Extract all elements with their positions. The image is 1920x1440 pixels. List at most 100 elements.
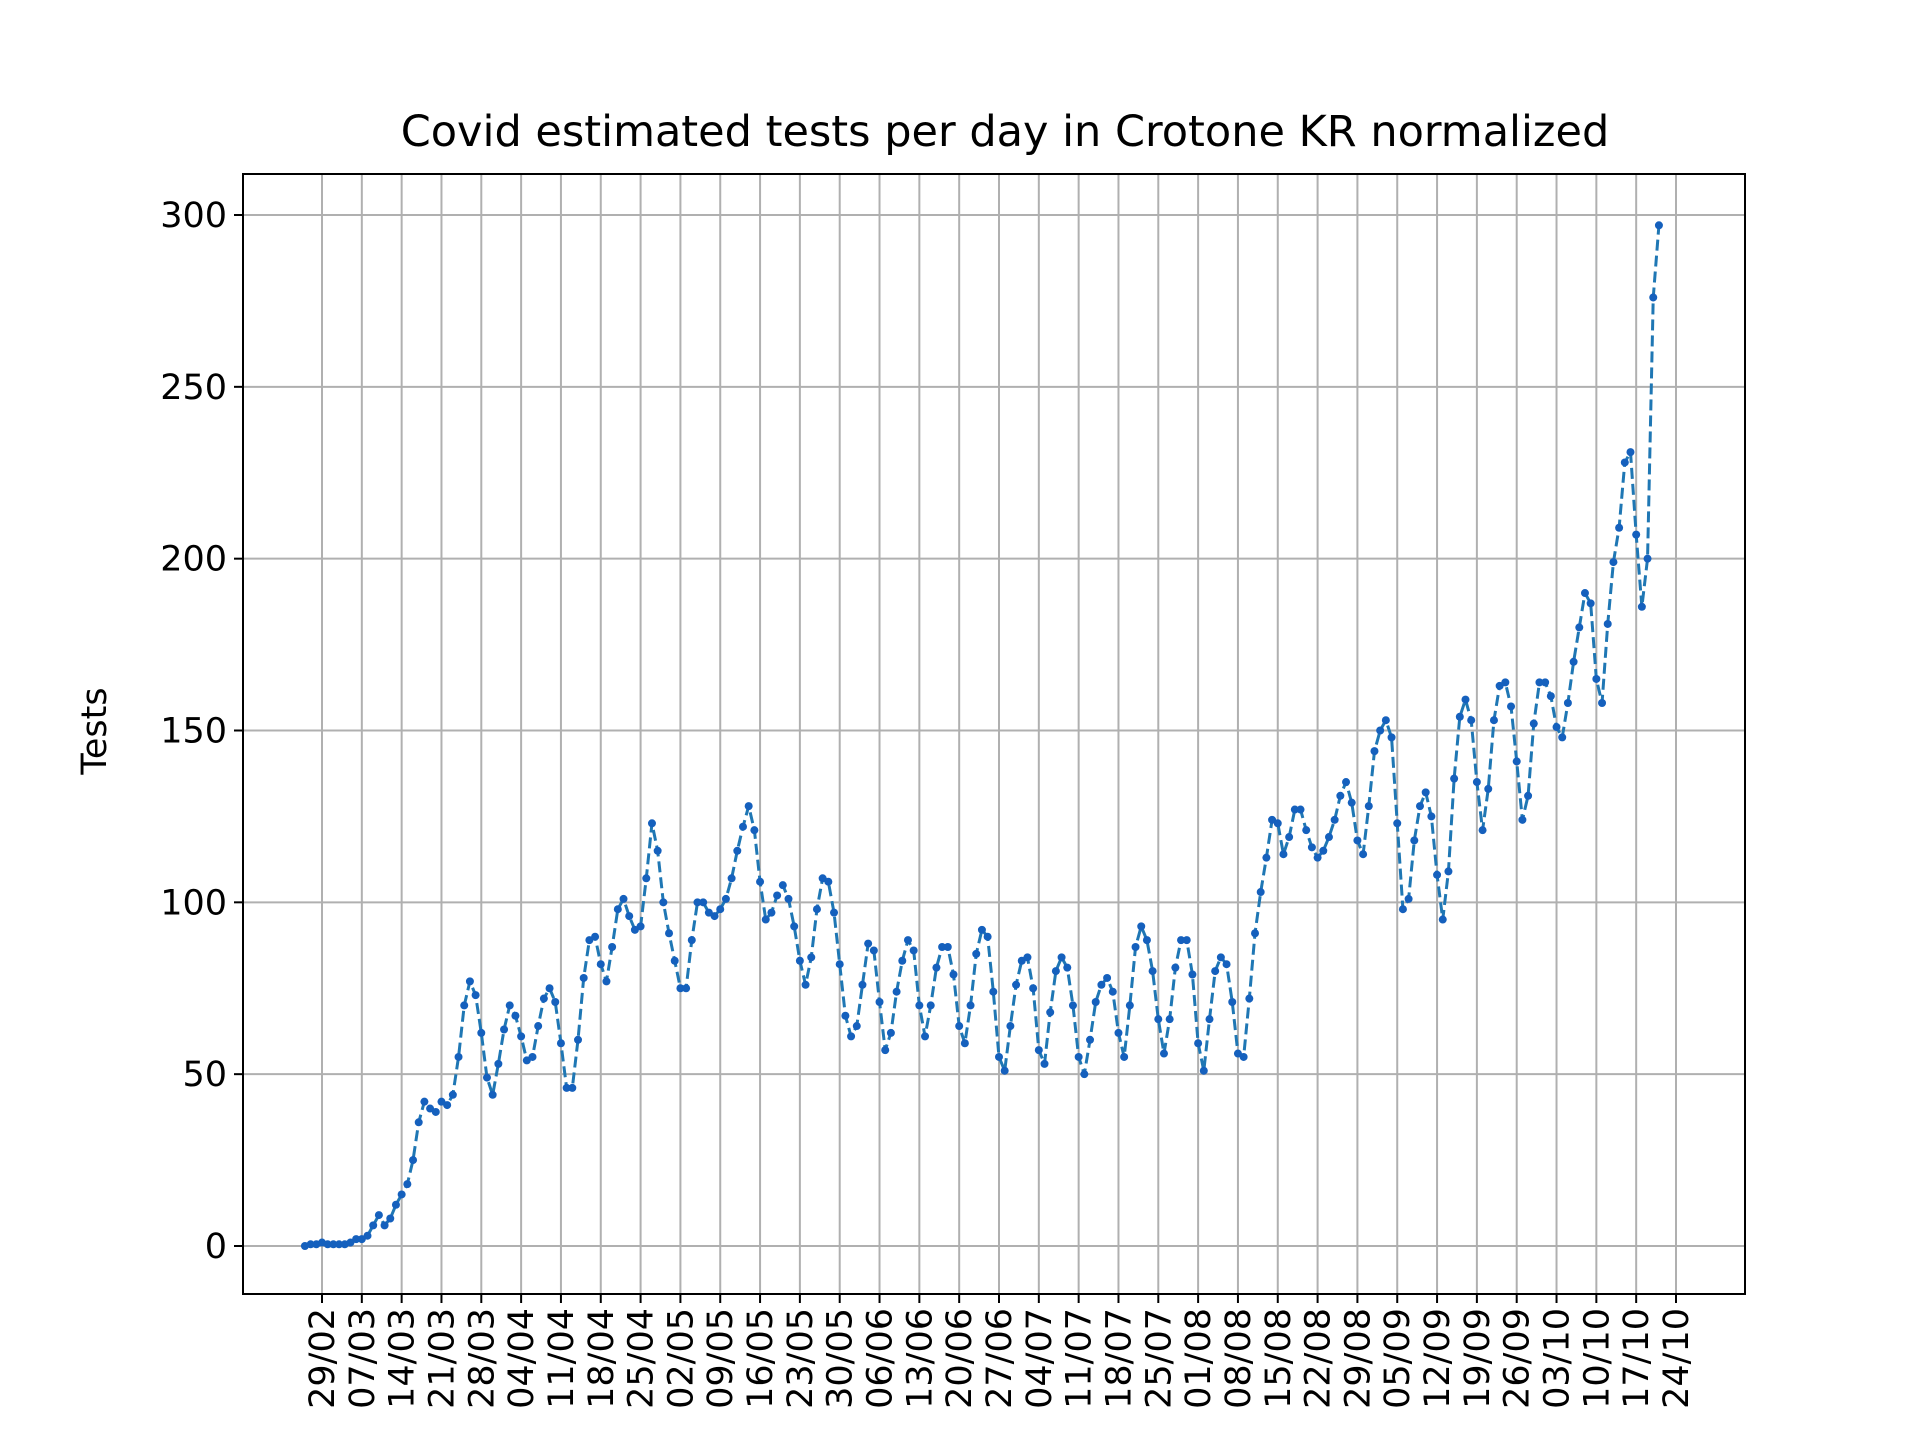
data-point bbox=[785, 895, 793, 903]
data-point bbox=[1245, 995, 1253, 1003]
y-tick-label: 250 bbox=[160, 368, 227, 408]
data-point bbox=[369, 1221, 377, 1229]
data-point bbox=[1086, 1036, 1094, 1044]
data-point bbox=[654, 847, 662, 855]
data-point bbox=[1058, 953, 1066, 961]
y-axis-label: Tests bbox=[75, 687, 115, 775]
data-point bbox=[511, 1012, 519, 1020]
data-point bbox=[1462, 696, 1470, 704]
data-point bbox=[1393, 819, 1401, 827]
data-point bbox=[671, 957, 679, 965]
data-point bbox=[1183, 936, 1191, 944]
x-tick-label: 07/03 bbox=[343, 1308, 383, 1409]
data-point bbox=[574, 1036, 582, 1044]
data-point bbox=[1217, 953, 1225, 961]
x-tick-label: 24/10 bbox=[1657, 1308, 1697, 1409]
data-point bbox=[375, 1211, 383, 1219]
x-tick-label: 01/08 bbox=[1179, 1308, 1219, 1409]
data-point bbox=[415, 1118, 423, 1126]
data-point bbox=[739, 823, 747, 831]
data-point bbox=[460, 1001, 468, 1009]
data-point bbox=[1655, 221, 1663, 229]
data-point bbox=[967, 1001, 975, 1009]
data-point bbox=[921, 1032, 929, 1040]
data-point bbox=[1501, 678, 1509, 686]
x-tick-label: 27/06 bbox=[980, 1308, 1020, 1409]
data-point bbox=[1490, 716, 1498, 724]
x-tick-label: 17/10 bbox=[1617, 1308, 1657, 1409]
data-point bbox=[1450, 775, 1458, 783]
x-tick-label: 28/03 bbox=[462, 1308, 502, 1409]
data-point bbox=[1063, 964, 1071, 972]
data-point bbox=[733, 847, 741, 855]
data-point bbox=[1109, 988, 1117, 996]
data-point bbox=[1166, 1015, 1174, 1023]
data-point bbox=[1331, 816, 1339, 824]
data-point bbox=[716, 905, 724, 913]
x-tick-label: 25/07 bbox=[1139, 1308, 1179, 1409]
data-point bbox=[1149, 967, 1157, 975]
data-point bbox=[762, 916, 770, 924]
data-point bbox=[1006, 1022, 1014, 1030]
data-point bbox=[1228, 998, 1236, 1006]
data-point bbox=[1547, 692, 1555, 700]
data-point bbox=[1513, 757, 1521, 765]
data-point bbox=[1314, 854, 1322, 862]
x-tick-label: 04/04 bbox=[502, 1308, 542, 1409]
data-point bbox=[1609, 558, 1617, 566]
data-point bbox=[910, 946, 918, 954]
data-point bbox=[853, 1022, 861, 1030]
data-point bbox=[1336, 792, 1344, 800]
data-point bbox=[1092, 998, 1100, 1006]
data-point bbox=[403, 1180, 411, 1188]
data-point bbox=[557, 1039, 565, 1047]
data-point bbox=[529, 1053, 537, 1061]
data-point bbox=[1171, 964, 1179, 972]
data-point bbox=[904, 936, 912, 944]
data-point bbox=[927, 1001, 935, 1009]
x-tick-label: 08/08 bbox=[1219, 1308, 1259, 1409]
data-point bbox=[898, 957, 906, 965]
data-point bbox=[637, 922, 645, 930]
data-point bbox=[494, 1060, 502, 1068]
data-point bbox=[1041, 1060, 1049, 1068]
data-point bbox=[961, 1039, 969, 1047]
data-point bbox=[409, 1156, 417, 1164]
data-point bbox=[1137, 922, 1145, 930]
x-tick-label: 21/03 bbox=[422, 1308, 462, 1409]
data-point bbox=[1422, 788, 1430, 796]
x-tick-label: 11/04 bbox=[542, 1308, 582, 1409]
data-point bbox=[893, 988, 901, 996]
data-point bbox=[1359, 850, 1367, 858]
data-point bbox=[597, 960, 605, 968]
x-tick-label: 23/05 bbox=[781, 1308, 821, 1409]
data-point bbox=[1592, 675, 1600, 683]
data-point bbox=[870, 946, 878, 954]
data-point bbox=[1570, 658, 1578, 666]
data-point bbox=[1587, 599, 1595, 607]
data-point bbox=[1382, 716, 1390, 724]
x-tick-label: 18/07 bbox=[1099, 1308, 1139, 1409]
chart-title: Covid estimated tests per day in Crotone… bbox=[401, 107, 1610, 157]
data-point bbox=[1308, 843, 1316, 851]
data-point bbox=[1598, 699, 1606, 707]
x-tick-label: 30/05 bbox=[821, 1308, 861, 1409]
data-point bbox=[972, 950, 980, 958]
data-point bbox=[1365, 802, 1373, 810]
data-point bbox=[449, 1091, 457, 1099]
data-point bbox=[1126, 1001, 1134, 1009]
x-tick-label: 20/06 bbox=[940, 1308, 980, 1409]
data-point bbox=[1200, 1067, 1208, 1075]
data-point bbox=[915, 1001, 923, 1009]
data-point bbox=[887, 1029, 895, 1037]
data-point bbox=[944, 943, 952, 951]
x-tick-label: 02/05 bbox=[661, 1308, 701, 1409]
data-point bbox=[1410, 836, 1418, 844]
data-point bbox=[745, 802, 753, 810]
data-point bbox=[995, 1053, 1003, 1061]
data-point bbox=[1553, 723, 1561, 731]
data-point bbox=[1251, 929, 1259, 937]
x-tick-label: 18/04 bbox=[582, 1308, 622, 1409]
data-point bbox=[1473, 778, 1481, 786]
